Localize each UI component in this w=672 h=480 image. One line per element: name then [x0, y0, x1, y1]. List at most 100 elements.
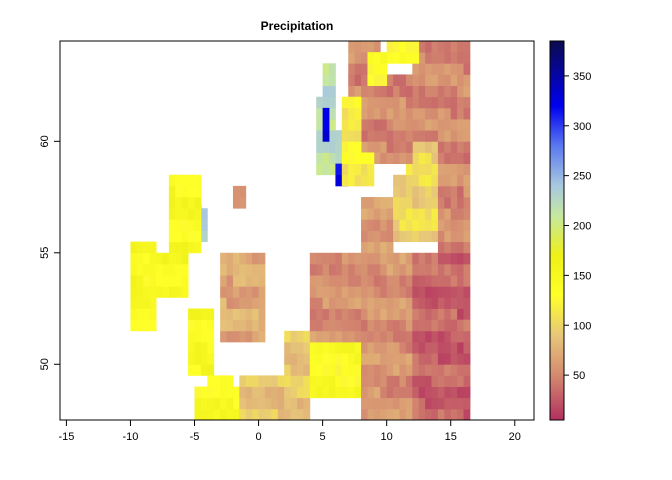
heatmap-cell: [412, 408, 420, 420]
heatmap-cell: [463, 197, 471, 209]
heatmap-cell: [444, 107, 452, 120]
x-tick-label: 10: [381, 431, 393, 443]
heatmap-cell: [463, 130, 471, 142]
heatmap-cell: [393, 130, 400, 142]
heatmap-cell: [168, 241, 176, 254]
heatmap-cell: [264, 397, 272, 410]
heatmap-cell: [431, 41, 439, 53]
heatmap-cell: [457, 185, 464, 198]
heatmap-cell: [239, 308, 247, 321]
heatmap-cell: [367, 163, 375, 176]
heatmap-cell: [335, 263, 343, 276]
heatmap-cell: [316, 341, 324, 354]
heatmap-cell: [399, 219, 407, 231]
heatmap-cell: [245, 397, 253, 410]
heatmap-cell: [149, 241, 157, 254]
heatmap-cell: [450, 230, 458, 243]
heatmap-cell: [335, 319, 343, 332]
heatmap-cell: [361, 174, 368, 187]
heatmap-cell: [457, 275, 464, 287]
heatmap-cell: [399, 375, 407, 387]
heatmap-cell: [437, 330, 445, 343]
heatmap-cell: [418, 353, 426, 365]
heatmap-cell: [143, 297, 151, 309]
heatmap-cell: [181, 275, 189, 287]
heatmap-cell: [143, 263, 151, 276]
heatmap-cell: [386, 152, 394, 165]
heatmap-cell: [297, 330, 304, 343]
heatmap-cell: [412, 41, 420, 53]
heatmap-cell: [335, 375, 343, 387]
heatmap-cell: [341, 330, 349, 343]
heatmap-cell: [418, 130, 426, 142]
heatmap-cell: [361, 241, 368, 254]
heatmap-cell: [367, 52, 375, 64]
heatmap-cell: [418, 107, 426, 120]
heatmap-cell: [322, 141, 330, 153]
heatmap-cell: [322, 96, 330, 109]
x-tick-label: 15: [445, 431, 457, 443]
heatmap-cell: [457, 364, 464, 376]
heatmap-cell: [348, 85, 356, 98]
heatmap-cell: [425, 63, 432, 75]
heatmap-cell: [437, 319, 445, 332]
heatmap-cell: [354, 52, 362, 64]
heatmap-cell: [335, 174, 343, 187]
heatmap-cell: [226, 286, 234, 298]
heatmap-cell: [405, 252, 413, 265]
heatmap-cell: [444, 297, 452, 309]
heatmap-cell: [393, 275, 400, 287]
heatmap-cell: [393, 119, 400, 131]
heatmap-cell: [405, 52, 413, 64]
heatmap-cell: [418, 174, 426, 187]
heatmap-cell: [437, 230, 445, 243]
heatmap-cell: [425, 308, 432, 321]
heatmap-cell: [373, 208, 381, 220]
heatmap-cell: [245, 275, 253, 287]
heatmap-cell: [297, 341, 304, 354]
heatmap-cell: [418, 397, 426, 410]
heatmap-cell: [463, 364, 471, 376]
heatmap-cell: [431, 275, 439, 287]
heatmap-cell: [207, 375, 215, 387]
heatmap-cell: [226, 375, 234, 387]
heatmap-cell: [232, 386, 240, 399]
heatmap-cell: [194, 197, 202, 209]
heatmap-cell: [239, 330, 247, 343]
heatmap-cell: [386, 364, 394, 376]
heatmap-cell: [341, 286, 349, 298]
heatmap-cell: [425, 74, 432, 86]
heatmap-cell: [405, 130, 413, 142]
heatmap-cell: [309, 364, 317, 376]
heatmap-cell: [322, 74, 330, 86]
heatmap-cell: [290, 386, 298, 399]
heatmap-cell: [297, 353, 304, 365]
heatmap-cell: [437, 52, 445, 64]
heatmap-cell: [188, 319, 195, 332]
heatmap-cell: [437, 353, 445, 365]
heatmap-cell: [175, 208, 183, 220]
heatmap-cell: [341, 375, 349, 387]
heatmap-cell: [258, 386, 266, 399]
heatmap-cell: [322, 319, 330, 332]
colorbar-tick-label: 50: [573, 370, 585, 382]
heatmap-cell: [431, 141, 439, 153]
heatmap-cell: [412, 275, 420, 287]
heatmap-cell: [450, 74, 458, 86]
heatmap-cell: [232, 397, 240, 410]
heatmap-cell: [316, 330, 324, 343]
heatmap-cell: [309, 286, 317, 298]
heatmap-cell: [149, 263, 157, 276]
heatmap-cell: [431, 353, 439, 365]
heatmap-cell: [348, 107, 356, 120]
heatmap-cell: [425, 230, 432, 243]
heatmap-cell: [405, 297, 413, 309]
heatmap-cell: [367, 286, 375, 298]
heatmap-cell: [354, 275, 362, 287]
heatmap-cell: [220, 286, 227, 298]
heatmap-cell: [431, 197, 439, 209]
heatmap-cell: [437, 286, 445, 298]
heatmap-cell: [245, 286, 253, 298]
heatmap-cell: [367, 130, 375, 142]
heatmap-cell: [367, 230, 375, 243]
